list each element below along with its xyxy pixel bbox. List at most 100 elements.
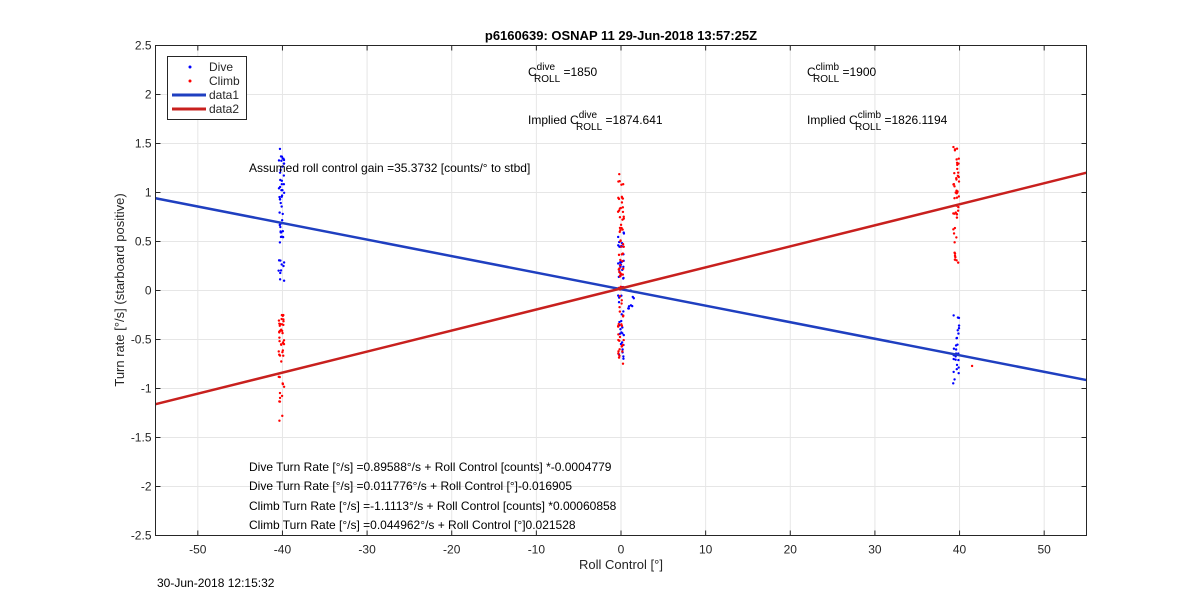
- climb-point: [956, 171, 960, 174]
- climb-point: [956, 261, 960, 264]
- y-tick-label: -1: [141, 382, 152, 396]
- climb-point: [955, 158, 958, 161]
- climb-point: [618, 348, 621, 351]
- dive-point: [952, 347, 956, 350]
- climb-point: [618, 339, 621, 342]
- dive-point: [281, 165, 284, 168]
- climb-point: [618, 226, 622, 230]
- climb-point: [619, 206, 623, 210]
- climb-point: [957, 195, 961, 198]
- y-tick-label: 0: [145, 284, 152, 298]
- dive-point: [278, 197, 282, 201]
- y-tick-label: 0.5: [135, 235, 152, 249]
- climb-point: [279, 343, 283, 346]
- y-tick-label: -2.5: [131, 529, 152, 543]
- dive-point: [952, 357, 955, 361]
- climb-point: [956, 163, 959, 167]
- dive-point: [955, 363, 959, 367]
- equation-dive-counts: Dive Turn Rate [°/s] =0.89588°/s + Roll …: [249, 460, 612, 474]
- dive-point: [282, 279, 286, 282]
- dive-point: [616, 262, 620, 265]
- climb-point: [621, 197, 625, 200]
- legend-climb-marker: [188, 79, 192, 83]
- y-tick-label: -0.5: [131, 333, 152, 347]
- dive-point: [629, 304, 633, 307]
- climb-point: [956, 167, 959, 171]
- climb-point: [955, 213, 959, 216]
- climb-point: [622, 338, 625, 342]
- climb-point: [952, 232, 956, 235]
- climb-point: [621, 206, 625, 209]
- dive-point: [622, 310, 625, 313]
- dive-point: [621, 348, 624, 351]
- dive-point: [279, 269, 283, 272]
- climb-point: [282, 354, 285, 357]
- climb-point: [952, 212, 955, 215]
- dive-point: [956, 329, 959, 332]
- climb-point: [953, 148, 957, 151]
- equation-climb-degrees: Climb Turn Rate [°/s] =0.044962°/s + Rol…: [249, 518, 576, 532]
- climb-point: [953, 185, 956, 188]
- dive-point: [279, 168, 282, 172]
- dive-point: [281, 229, 285, 233]
- climb-point: [953, 171, 956, 175]
- dive-point: [616, 235, 620, 239]
- climb-point: [620, 183, 623, 186]
- dive-point: [279, 225, 282, 229]
- dive-point: [617, 300, 621, 304]
- dive-point: [617, 294, 620, 297]
- climb-point: [279, 328, 283, 331]
- climb-point: [282, 385, 286, 388]
- climb-point: [953, 197, 956, 200]
- dive-point: [622, 333, 625, 337]
- climb-point: [282, 320, 285, 323]
- x-tick-label: 30: [868, 543, 882, 557]
- climb-point: [282, 339, 286, 342]
- climb-point: [617, 352, 620, 355]
- climb-point: [622, 215, 625, 218]
- climb-point: [957, 180, 961, 183]
- climb-point: [620, 253, 624, 256]
- climb-point: [955, 176, 958, 180]
- climb-point: [957, 175, 960, 179]
- climb-point: [621, 210, 625, 214]
- climb-point: [620, 302, 623, 305]
- dive-point: [280, 189, 283, 192]
- climb-point: [277, 319, 281, 322]
- climb-point: [617, 197, 621, 201]
- climb-point: [621, 350, 624, 353]
- climb-point: [955, 196, 959, 199]
- legend-dive-label: Dive: [209, 60, 233, 74]
- plot-frame: [155, 45, 1087, 536]
- climb-point: [620, 201, 624, 204]
- dive-point: [279, 231, 283, 234]
- climb-point: [955, 216, 959, 219]
- climb-point: [618, 179, 621, 183]
- climb-point: [617, 322, 620, 326]
- climb-point: [617, 356, 621, 359]
- legend-data1-label: data1: [209, 88, 239, 102]
- y-axis-label: Turn rate [°/s] (starboard positive): [112, 193, 127, 386]
- dive-point: [954, 348, 958, 351]
- dive-point: [621, 332, 624, 335]
- dive-point: [282, 183, 286, 186]
- climb-point: [622, 314, 625, 317]
- climb-point: [620, 323, 623, 326]
- dive-point: [957, 326, 961, 330]
- climb-point: [617, 253, 621, 257]
- climb-point: [619, 223, 623, 227]
- dive-point: [953, 378, 956, 381]
- climb-point: [618, 216, 622, 219]
- dive-point: [281, 212, 284, 216]
- dive-point: [278, 211, 281, 214]
- climb-point: [954, 191, 957, 194]
- climb-point: [618, 354, 621, 358]
- dive-point: [957, 324, 961, 327]
- fit-lines: [155, 171, 1087, 406]
- climb-point: [618, 172, 621, 176]
- dive-point: [277, 159, 281, 162]
- climb-point: [281, 382, 285, 386]
- dive-point: [280, 205, 283, 208]
- dive-point: [957, 316, 961, 320]
- dive-point: [627, 305, 631, 308]
